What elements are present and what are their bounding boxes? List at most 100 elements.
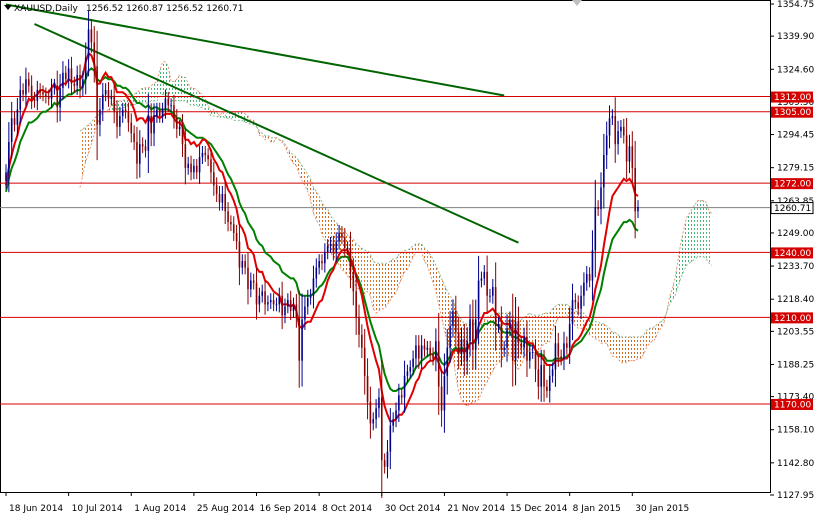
cloud-segment [660, 319, 664, 329]
cloud-segment [618, 334, 621, 363]
candle-body [568, 323, 571, 348]
candle-body [281, 295, 283, 316]
cloud-segment [489, 315, 493, 376]
candle-body [557, 343, 560, 357]
cloud-segment [649, 328, 653, 344]
candle-body [93, 42, 96, 67]
y-tick-label: 1249.00 [777, 229, 814, 239]
trendline [34, 23, 519, 244]
candle-body [392, 419, 394, 426]
candle-body [144, 146, 147, 151]
candle-body [70, 68, 73, 84]
candle-body [611, 116, 614, 119]
candle-body [190, 163, 192, 173]
cloud-segment [307, 174, 311, 201]
candle-body [5, 172, 7, 181]
cloud-segment [299, 161, 303, 181]
cloud-segment [435, 265, 439, 305]
candle-body [415, 345, 417, 359]
candle-body [605, 135, 608, 156]
candle-body [56, 85, 59, 108]
candle-body [366, 375, 369, 402]
candle-body [483, 271, 486, 279]
cloud-segment [265, 135, 268, 140]
cloud-segment [373, 261, 377, 314]
level-price-label: 1210.00 [774, 314, 811, 324]
cloud-segment [117, 100, 120, 110]
candle-body [452, 310, 454, 327]
candle-body [258, 295, 261, 305]
candle-body [600, 187, 602, 210]
cloud-segment [592, 319, 596, 340]
cloud-segment [646, 328, 650, 348]
cloud-segment [396, 254, 399, 294]
candle-body [560, 356, 562, 359]
cloud-segment [313, 187, 317, 220]
cloud-segment [697, 200, 701, 257]
candle-body [625, 135, 628, 162]
candle-body [417, 345, 420, 359]
candle-body [332, 243, 335, 253]
cloud-segment [162, 61, 166, 95]
candle-body [603, 155, 605, 188]
candle-body [537, 369, 540, 387]
cloud-segment [364, 250, 368, 294]
candle-body [221, 193, 224, 203]
current-price-tag [770, 202, 814, 215]
candles [5, 10, 639, 499]
candle-body [121, 109, 124, 117]
cloud-segment [165, 61, 169, 97]
cloud-segment [322, 202, 325, 240]
cloud-segment [606, 326, 610, 350]
candle-body [617, 131, 619, 145]
cloud-segment [410, 245, 414, 264]
candle-body [588, 274, 591, 281]
candle-body [446, 347, 449, 376]
candle-body [295, 304, 298, 318]
cloud-segment [692, 204, 695, 262]
x-tick-label: 25 Aug 2014 [197, 504, 255, 514]
candle-body [272, 300, 275, 305]
candle-body [141, 144, 144, 147]
candle-body [540, 364, 543, 387]
cloud-segment [546, 313, 550, 344]
candle-body [124, 109, 127, 112]
chart-shift-icon[interactable] [572, 0, 582, 6]
candle-body [241, 261, 244, 268]
candle-body [460, 339, 463, 355]
candle-body [409, 367, 412, 372]
cloud-segment [612, 332, 616, 357]
cloud-segment [156, 70, 160, 101]
candle-body [284, 306, 286, 316]
candle-body [178, 126, 181, 130]
triangle-down-icon[interactable] [4, 5, 12, 10]
cloud-segment [173, 79, 177, 101]
candle-body [338, 232, 340, 242]
candle-body [301, 319, 303, 361]
cloud-segment [666, 297, 670, 314]
candle-body [355, 291, 357, 318]
candle-body [523, 336, 525, 348]
cloud-segment [683, 217, 687, 272]
cloud-segment [259, 131, 263, 136]
cloud-segment [304, 170, 308, 192]
candle-body [264, 291, 266, 305]
candle-body [201, 152, 204, 158]
candle-body [252, 280, 255, 283]
cloud-segment [558, 304, 562, 318]
candle-body [486, 271, 488, 296]
candle-body [147, 116, 150, 151]
candle-body [378, 397, 380, 409]
ohlc-values: 1256.52 1260.87 1256.52 1260.71 [86, 4, 243, 14]
cloud-segment [680, 230, 684, 279]
candle-body [500, 323, 503, 350]
candle-body [406, 371, 409, 376]
cloud-segment [552, 306, 556, 331]
candle-body [47, 96, 50, 99]
candle-body [238, 241, 241, 268]
candle-body [514, 321, 517, 361]
cloud-segment [700, 200, 704, 257]
candle-body [158, 109, 161, 117]
cloud-segment [407, 248, 411, 270]
y-tick-label: 1142.80 [777, 459, 814, 469]
